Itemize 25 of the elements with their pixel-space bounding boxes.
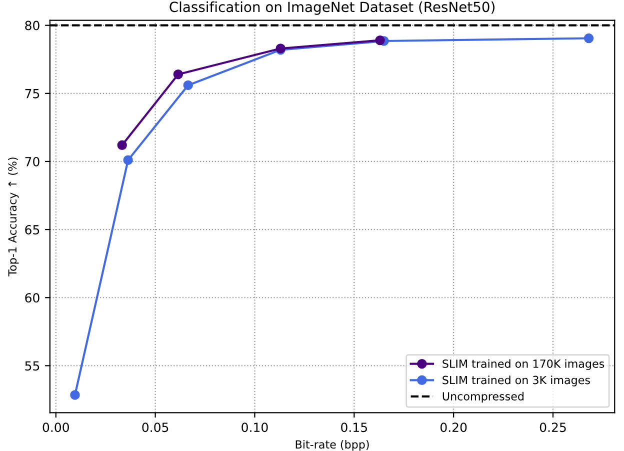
y-tick-label: 80 bbox=[25, 20, 40, 30]
y-tick-label: 60 bbox=[25, 293, 40, 303]
y-tick-label: 70 bbox=[25, 156, 40, 166]
chart-title: Classification on ImageNet Dataset (ResNet50) bbox=[170, 1, 494, 15]
legend-label: SLIM trained on 3K images bbox=[442, 376, 590, 386]
point bbox=[183, 80, 193, 90]
y-tick-label: 75 bbox=[25, 89, 40, 98]
legend-label: SLIM trained on 170K images bbox=[442, 359, 604, 370]
legend-label: Uncompressed bbox=[442, 392, 524, 403]
y-axis-title: Top-1 Accuracy ↑ (%) bbox=[8, 158, 19, 276]
y-tick-label: 55 bbox=[25, 361, 40, 371]
x-tick-label: 0.20 bbox=[440, 422, 467, 432]
point bbox=[584, 33, 594, 44]
point bbox=[117, 140, 127, 150]
x-tick-label: 0.00 bbox=[42, 422, 69, 432]
point bbox=[375, 35, 385, 46]
x-axis-title: Bit-rate (bpp) bbox=[296, 440, 369, 451]
x-tick-label: 0.05 bbox=[142, 422, 168, 432]
point bbox=[123, 155, 133, 165]
point bbox=[70, 390, 80, 400]
point bbox=[173, 69, 184, 80]
x-tick-label: 0.15 bbox=[341, 422, 367, 432]
x-tick-label: 0.10 bbox=[242, 422, 268, 432]
x-tick-label: 0.25 bbox=[540, 422, 566, 432]
y-tick-label: 65 bbox=[25, 225, 40, 234]
